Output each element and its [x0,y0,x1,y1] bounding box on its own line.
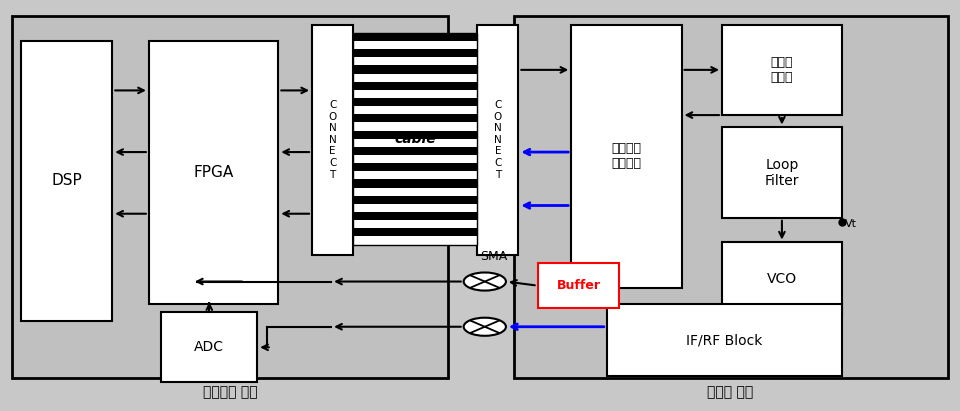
Text: FPGA: FPGA [194,165,233,180]
Bar [353,196,477,204]
Bar [571,25,682,288]
Bar [149,41,278,304]
Bar [607,304,842,376]
Bar [21,41,112,321]
Bar [161,312,257,382]
Text: SMA: SMA [480,250,507,263]
Text: 마이크로
프로세서: 마이크로 프로세서 [612,142,641,170]
Bar [312,25,353,255]
Ellipse shape [464,318,506,336]
Text: Vt: Vt [845,219,856,229]
Bar [353,33,477,41]
Bar [353,98,477,106]
Text: cable: cable [395,132,436,146]
Ellipse shape [464,272,506,291]
Bar [353,147,477,155]
Bar [477,25,518,255]
Text: Buffer: Buffer [557,279,600,292]
Text: DSP: DSP [51,173,83,188]
Bar [538,263,619,308]
Bar [353,163,477,171]
Bar [722,242,842,316]
Bar [12,16,448,378]
Bar [353,228,477,236]
Text: C
O
N
N
E
C
T: C O N N E C T [493,100,502,180]
Text: 송수신 모듈: 송수신 모듈 [708,386,754,399]
Bar [353,82,477,90]
Text: IF/RF Block: IF/RF Block [686,333,762,347]
Text: 주파수
합성기: 주파수 합성기 [771,56,793,84]
Bar [722,25,842,115]
Text: Loop
Filter: Loop Filter [765,157,799,188]
Text: 신호처리 모듈: 신호처리 모듈 [203,386,257,399]
Bar [353,180,477,187]
Bar [353,49,477,57]
Text: VCO: VCO [767,272,797,286]
Bar [722,127,842,218]
Bar [353,33,477,245]
Bar [514,16,948,378]
Bar [353,212,477,220]
Text: ADC: ADC [194,340,225,354]
Bar [353,131,477,139]
Text: C
O
N
N
E
C
T: C O N N E C T [328,100,337,180]
Bar [353,65,477,74]
Bar [353,114,477,122]
